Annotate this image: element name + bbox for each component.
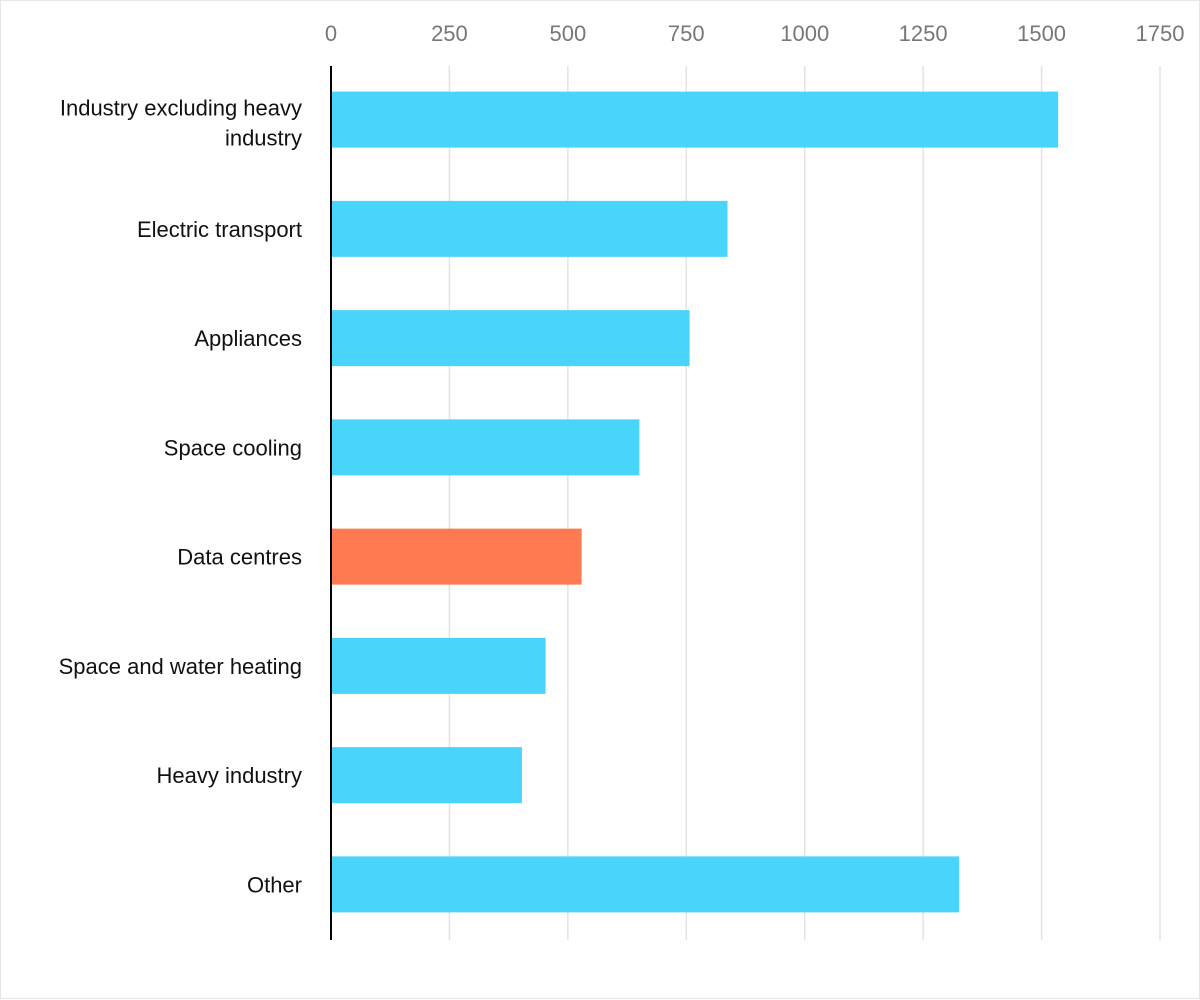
bar	[331, 200, 728, 257]
bar	[331, 419, 640, 476]
x-tick-label: 1500	[1017, 21, 1066, 46]
x-tick-label: 0	[325, 21, 337, 46]
category-label: Industry excluding heavy industry	[60, 96, 302, 151]
category-label: Data centres	[177, 545, 302, 570]
x-tick-label: 1000	[780, 21, 829, 46]
category-label: Other	[247, 872, 302, 897]
x-tick-label: 500	[549, 21, 586, 46]
x-tick-label: 750	[668, 21, 705, 46]
category-label: Space and water heating	[59, 654, 302, 679]
x-tick-label: 1250	[899, 21, 948, 46]
category-label: Electric transport	[137, 217, 302, 242]
bar	[331, 747, 522, 804]
bar	[331, 310, 690, 367]
bar	[331, 528, 582, 585]
bar	[331, 637, 546, 694]
x-tick-label: 1750	[1136, 21, 1185, 46]
x-tick-label: 250	[431, 21, 468, 46]
bar	[331, 91, 1059, 148]
category-label: Space cooling	[164, 435, 302, 460]
category-label: Heavy industry	[156, 763, 302, 788]
bar	[331, 856, 960, 913]
category-label: Appliances	[194, 326, 302, 351]
